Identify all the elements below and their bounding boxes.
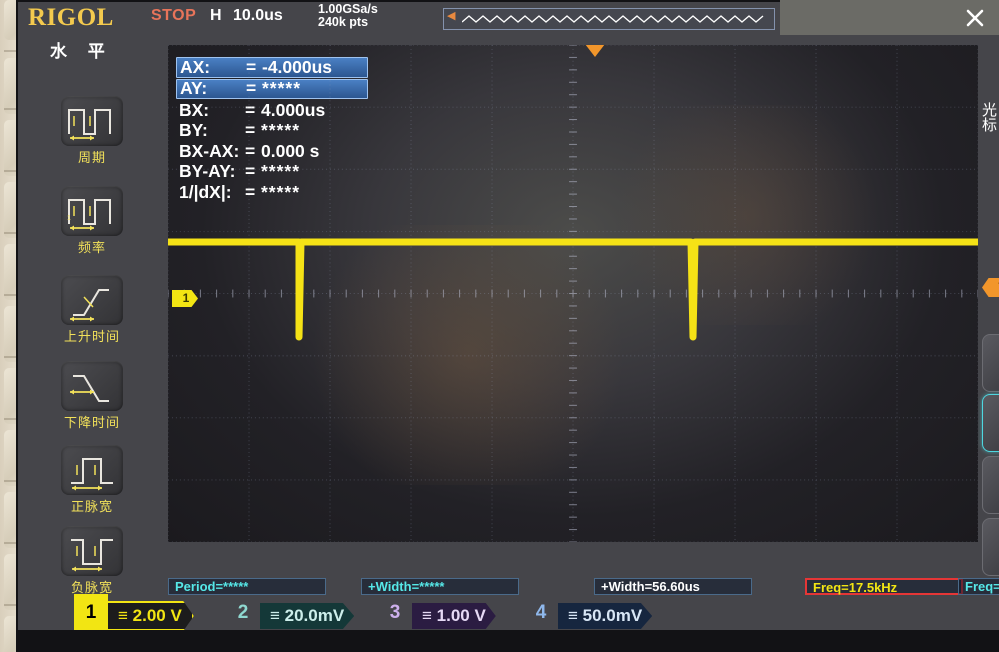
svg-text:1: 1 bbox=[67, 215, 71, 222]
